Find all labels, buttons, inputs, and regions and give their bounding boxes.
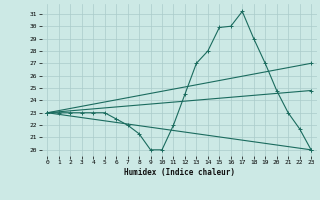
X-axis label: Humidex (Indice chaleur): Humidex (Indice chaleur) (124, 168, 235, 177)
